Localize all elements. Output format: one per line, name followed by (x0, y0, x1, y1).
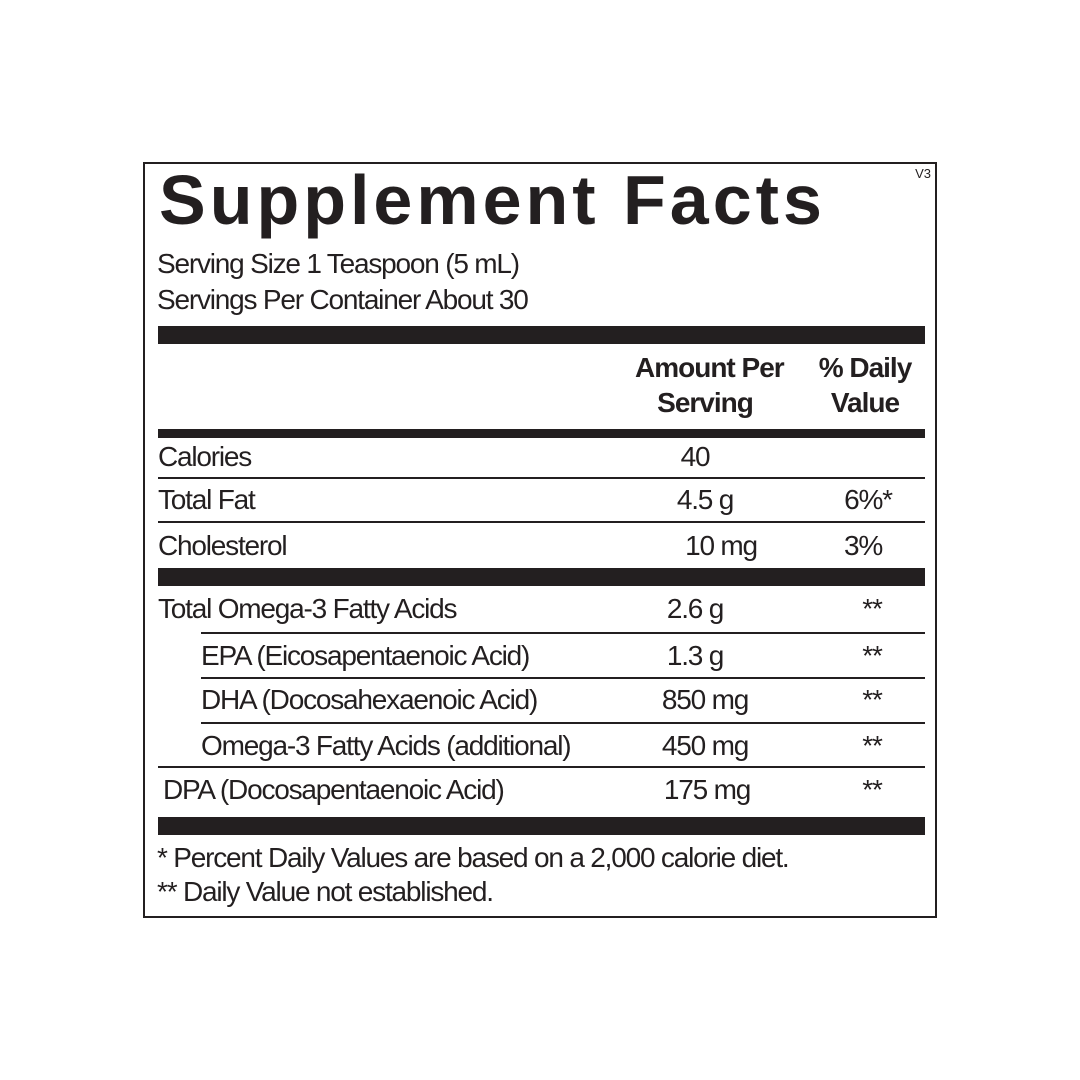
medium-divider (158, 429, 925, 438)
row-divider (201, 722, 925, 724)
servings-per-container: Servings Per Container About 30 (157, 284, 529, 315)
panel-title: Supplement Facts (159, 161, 826, 239)
row-name: EPA (Eicosapentaenoic Acid) (201, 640, 530, 671)
thick-divider (158, 568, 925, 586)
row-daily-value: 6%* (844, 484, 893, 515)
row-amount: 850 mg (661, 684, 749, 715)
row-amount: 40 (680, 441, 711, 472)
row-name: DPA (Docosapentaenoic Acid) (163, 774, 505, 805)
dv-header-line1: % Daily (818, 352, 913, 383)
row-amount: 10 mg (685, 530, 758, 561)
row-name: DHA (Docosahexaenoic Acid) (201, 684, 538, 715)
daily-value-header: % Daily Value (815, 350, 915, 420)
row-name: Total Fat (158, 484, 256, 515)
row-amount: 4.5 g (676, 484, 734, 515)
amount-header: Amount Per Serving (635, 350, 785, 420)
row-daily-value: ** (862, 774, 883, 805)
row-name: Cholesterol (158, 530, 288, 561)
row-daily-value: ** (862, 730, 883, 761)
row-daily-value: ** (862, 593, 883, 624)
row-daily-value: ** (862, 684, 883, 715)
footnote-dv-not-established: ** Daily Value not established. (157, 876, 494, 907)
supplement-facts-panel: Supplement Facts V3 Serving Size 1 Teasp… (143, 161, 937, 918)
row-divider (158, 766, 925, 768)
dv-header-line2: Value (830, 387, 900, 418)
row-amount: 2.6 g (666, 593, 724, 624)
version-code: V3 (915, 166, 931, 181)
row-divider (201, 677, 925, 679)
row-amount: 450 mg (661, 730, 749, 761)
thick-divider (158, 817, 925, 835)
row-amount: 1.3 g (666, 640, 724, 671)
amount-header-line1: Amount Per (635, 352, 785, 383)
row-divider (201, 632, 925, 634)
footnote-percent-dv: * Percent Daily Values are based on a 2,… (157, 842, 790, 873)
amount-header-line2: Serving (657, 387, 754, 418)
row-daily-value: ** (862, 640, 883, 671)
row-name: Omega-3 Fatty Acids (additional) (201, 730, 572, 761)
row-amount: 175 mg (663, 774, 751, 805)
thick-divider (158, 326, 925, 344)
row-name: Total Omega-3 Fatty Acids (158, 593, 458, 624)
serving-size: Serving Size 1 Teaspoon (5 mL) (157, 248, 520, 279)
row-divider (158, 521, 925, 523)
row-daily-value: 3% (843, 530, 883, 561)
row-divider (158, 477, 925, 479)
row-name: Calories (158, 441, 252, 472)
